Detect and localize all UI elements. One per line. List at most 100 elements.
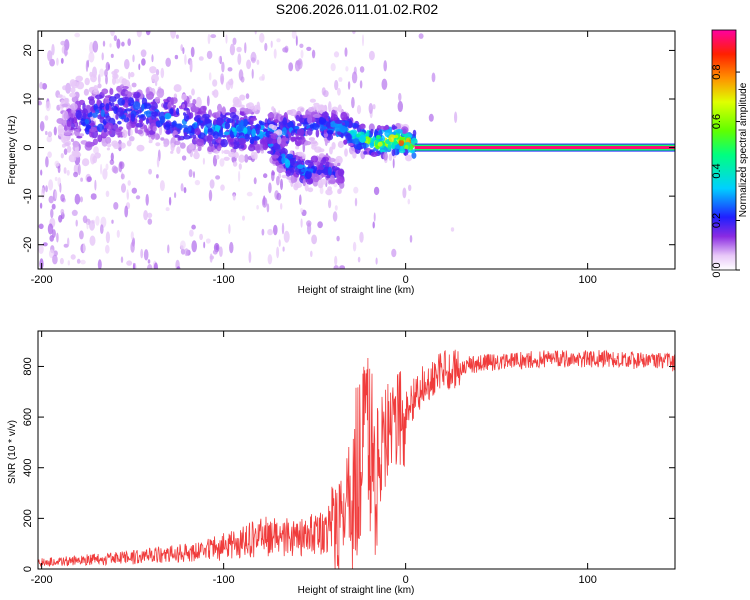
spectrogram-blob [337,168,345,177]
spectrogram-blob [89,126,97,133]
spectrogram-speckle [352,31,356,35]
spectrogram-speckle [300,208,304,213]
spectrogram-blob [199,105,207,114]
spectrogram-speckle [73,171,79,178]
colorbar-label: Normalized spectral amplitude [738,82,749,217]
figure-title: S206.2026.011.01.02.R02 [276,1,439,17]
spectrogram-blob [287,120,294,128]
x-tick-label: 100 [578,274,596,286]
spectrogram-blob [221,106,226,116]
spectrogram-speckle [73,164,79,175]
spectrogram-blob [70,138,75,142]
spectrogram-speckle [330,63,336,72]
y-tick-label: -10 [22,188,34,204]
spectrogram-blob [70,80,79,89]
spectrogram-blob [295,114,300,122]
spectrogram-blob [252,136,260,141]
y-tick-label: 10 [22,93,34,105]
spectrogram-speckle [46,135,53,143]
spectrogram-speckle [153,262,158,269]
spectrogram-speckle [145,31,151,36]
snr-y-ticks: 0 200 400 600 800 [22,357,675,572]
spectrogram-speckle [48,179,54,191]
spectrogram-blob [375,135,381,140]
spectrogram-speckle [317,221,323,229]
spectrogram-speckle [242,215,245,221]
spectrogram-blob [281,174,288,179]
spectrogram-speckle [250,51,257,64]
spectrogram-speckle [189,59,193,72]
spectrogram-speckle [145,193,149,206]
x-tick-label: -100 [213,274,235,286]
spectrogram-speckle [297,58,303,70]
spectrogram-speckle [129,136,135,142]
colorbar-tick-label: 0.2 [711,213,723,228]
spectrogram-speckle [44,115,49,121]
spectrogram-blob [189,112,194,119]
spectrogram-blob [400,126,409,134]
spectrogram-speckle [328,101,332,113]
spectrogram-blob [193,151,200,160]
spectrogram-blob [93,103,98,112]
spectrogram-speckle [127,38,131,46]
spectrogram-blob [212,131,220,140]
spectrogram-speckle [218,56,221,64]
spectrogram-speckle [338,77,343,82]
spectrogram-blob [343,139,348,145]
spectrogram-blob [312,123,320,131]
spectrogram-blob [383,125,389,131]
spectrogram-blob [349,122,353,128]
spectrogram-blob [317,179,323,189]
spectrogram-blob [96,98,100,106]
spectrogram-blob [214,125,221,129]
spectrogram-blob [310,161,314,165]
spectrogram-speckle [219,158,225,167]
spectrogram-blob [132,101,141,111]
spectrogram-speckle [332,211,338,222]
spectrogram-speckle [356,104,362,115]
colorbar-gradient [711,29,737,271]
spectrogram-speckle [431,72,436,83]
spectrogram-blob [145,117,149,125]
spectrogram-speckle [300,49,304,59]
spectrogram-speckle [109,43,112,48]
spectrogram-blob [181,103,186,109]
spectrogram-blob [307,168,314,172]
spectrogram-blob [304,170,312,180]
spectrogram-speckle [228,78,234,86]
spectrogram-speckle [291,31,297,39]
spectrogram-blob [87,96,95,101]
spectrogram-speckle [282,246,285,252]
spectrogram-blob [334,126,341,132]
spectrogram-blob [74,91,80,100]
spectrogram-speckle [148,168,153,175]
spectrogram-blob [116,107,124,117]
spectrogram-speckle [66,169,70,176]
spectrogram-speckle [206,95,210,107]
spectrogram-speckle [408,184,412,191]
spectrogram-blob [234,98,242,108]
spectrogram-speckle [110,53,114,59]
spectrogram-blob [63,130,71,136]
spectrogram-blob [167,102,172,109]
spectrogram-speckle [180,44,183,52]
spectrogram-speckle [306,220,312,227]
spectrogram-blob [174,140,181,146]
spectrogram-speckle [232,37,237,45]
spectrogram-blob [148,140,153,144]
spectrogram-speckle [276,246,280,259]
spectrogram-blob [163,143,169,148]
spectrogram-blob [383,151,388,161]
spectrogram-speckle [124,59,130,70]
spectrogram-speckle [114,78,120,84]
spectrogram-blob [223,149,231,155]
spectrogram-blob [69,92,76,98]
spectrogram-blob [193,106,199,113]
spectrogram-blob [304,140,312,146]
spectrogram-blob [327,130,334,135]
spectrogram-speckle [409,235,413,243]
spectrogram-speckle [130,241,135,253]
spectrogram-blob [281,156,286,164]
spectrogram-speckle [246,59,252,70]
spectrogram-blob [155,133,161,140]
